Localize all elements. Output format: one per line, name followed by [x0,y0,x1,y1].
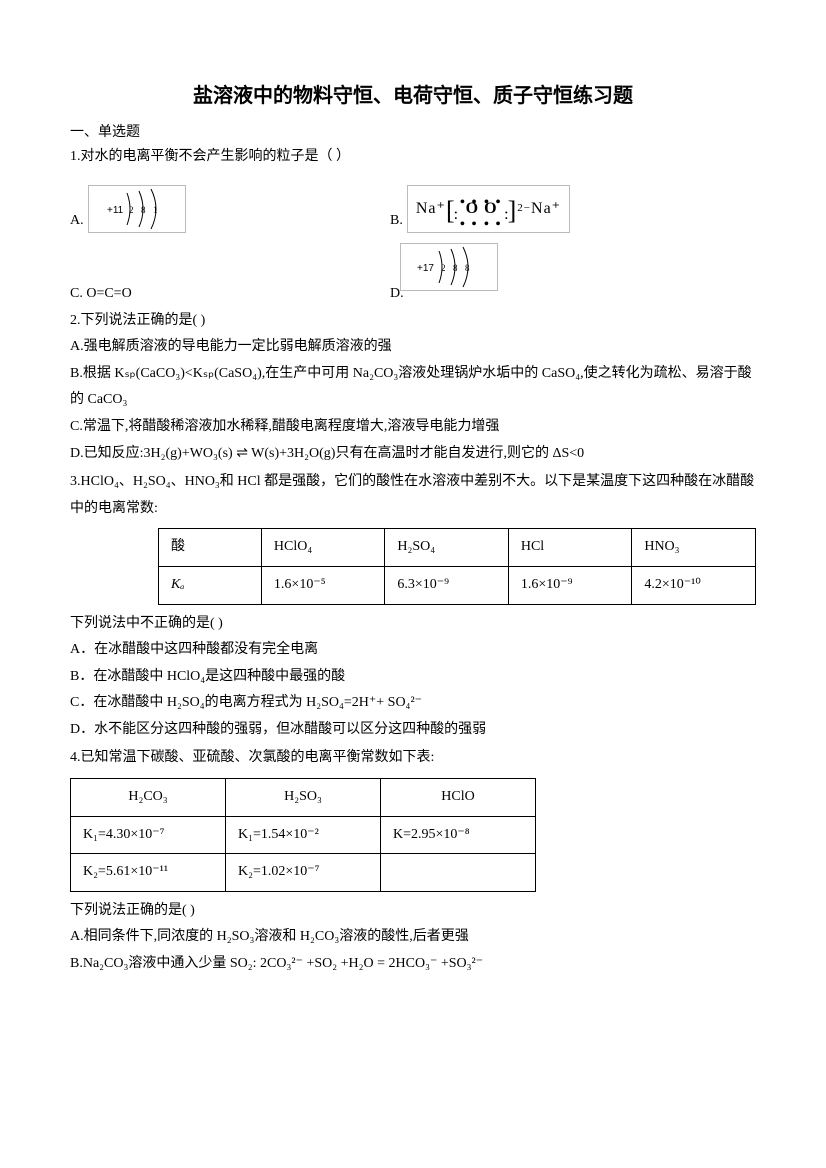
q4-optB: B.Na₂CO₃溶液中通入少量 SO₂: 2CO₃²⁻ +SO₂ +H₂O = … [70,951,756,978]
q3-stem: 3.HClO₄、H₂SO₄、HNO₃和 HCl 都是强酸，它们的酸性在水溶液中差… [70,469,756,522]
q4-th-h2so3: H₂SO₃ [226,779,381,817]
q2-stem: 2.下列说法正确的是( ) [70,308,756,335]
q3-ka-label: Kₐ [171,577,184,592]
atom-diagram-17: +17 2 8 8 [400,243,498,291]
section-header: 一、单选题 [70,122,756,144]
q4-th-hclo: HClO [381,779,536,817]
q4-table: H₂CO₃ H₂SO₃ HClO K₁=4.30×10⁻⁷ K₁=1.54×10… [70,778,536,892]
q3-sub: 下列说法中不正确的是( ) [70,611,756,638]
q4-stem: 4.已知常温下碳酸、亚硫酸、次氯酸的电离平衡常数如下表: [70,745,756,772]
q4-sub: 下列说法正确的是( ) [70,898,756,925]
q4-r1c1: K₁=4.30×10⁻⁷ [71,816,226,854]
question-2: 2.下列说法正确的是( ) A.强电解质溶液的导电能力一定比弱电解质溶液的强 B… [70,308,756,468]
q3-ka-1: 1.6×10⁻⁵ [261,566,384,604]
q3-ka-4: 4.2×10⁻¹⁰ [632,566,756,604]
q4-r2c3 [381,854,536,892]
q4-r1c2: K₁=1.54×10⁻² [226,816,381,854]
table-row: K₂=5.61×10⁻¹¹ K₂=1.02×10⁻⁷ [71,854,536,892]
q3-th-hcl: HCl [508,529,631,567]
q4-r1c3: K=2.95×10⁻⁸ [381,816,536,854]
atom-diagram-11: +11 2 8 1 [88,185,186,233]
svg-text:2: 2 [441,263,446,273]
svg-text:8: 8 [141,205,146,215]
q1-optC-text: C. O=C=O [70,283,132,305]
q3-th-hno3: HNO₃ [632,529,756,567]
q2-optA: A.强电解质溶液的导电能力一定比弱电解质溶液的强 [70,334,756,361]
svg-text:+11: +11 [107,205,124,216]
q3-ka-2: 6.3×10⁻⁹ [385,566,508,604]
q2-optC: C.常温下,将醋酸稀溶液加水稀释,醋酸电离程度增大,溶液导电能力增强 [70,414,756,441]
q2-optB: B.根据 Kₛₚ(CaCO₃)<Kₛₚ(CaSO₄),在生产中可用 Na₂CO₃… [70,361,756,414]
page: 盐溶液中的物料守恒、电荷守恒、质子守恒练习题 一、单选题 1.对水的电离平衡不会… [0,0,826,1168]
question-4: 4.已知常温下碳酸、亚硫酸、次氯酸的电离平衡常数如下表: H₂CO₃ H₂SO₃… [70,745,756,977]
svg-text:8: 8 [453,263,458,273]
q1-stem: 1.对水的电离平衡不会产生影响的粒子是（ ） [70,146,756,168]
q4-optA: A.相同条件下,同浓度的 H₂SO₃溶液和 H₂CO₃溶液的酸性,后者更强 [70,924,756,951]
table-row: K₁=4.30×10⁻⁷ K₁=1.54×10⁻² K=2.95×10⁻⁸ [71,816,536,854]
q3-optA: A．在冰醋酸中这四种酸都没有完全电离 [70,637,756,664]
q4-r2c2: K₂=1.02×10⁻⁷ [226,854,381,892]
peroxide-na-left: Na⁺ [416,196,446,222]
q1-optA-label: A. [70,210,84,232]
q1-option-d: D. [390,283,404,305]
table-row: H₂CO₃ H₂SO₃ HClO [71,779,536,817]
peroxide-na-right: Na⁺ [531,196,561,222]
q1-option-c: C. O=C=O [70,283,390,305]
question-3: 3.HClO₄、H₂SO₄、HNO₃和 HCl 都是强酸，它们的酸性在水溶液中差… [70,469,756,743]
q2-optD: D.已知反应:3H₂(g)+WO₃(s) ⇌ W(s)+3H₂O(g)只有在高温… [70,441,756,468]
doc-title: 盐溶液中的物料守恒、电荷守恒、质子守恒练习题 [70,80,756,112]
q1-optB-label: B. [390,210,403,232]
q3-optC: C．在冰醋酸中 H₂SO₄的电离方程式为 H₂SO₄=2H⁺+ SO₄²⁻ [70,690,756,717]
svg-text:8: 8 [465,263,470,273]
q1-option-a: A. +11 2 8 1 [70,185,390,233]
svg-text:2: 2 [129,205,134,215]
peroxide-charge: 2− [517,200,531,218]
q4-r2c1: K₂=5.61×10⁻¹¹ [71,854,226,892]
q4-th-h2co3: H₂CO₃ [71,779,226,817]
svg-text:+17: +17 [417,263,434,274]
table-row: 酸 HClO₄ H₂SO₄ HCl HNO₃ [159,529,756,567]
q3-optB: B．在冰醋酸中 HClO₄是这四种酸中最强的酸 [70,664,756,691]
svg-text:1: 1 [153,205,158,215]
q3-th-acid: 酸 [159,529,262,567]
q3-th-h2so4: H₂SO₄ [385,529,508,567]
q3-th-hclo4: HClO₄ [261,529,384,567]
q3-ka-3: 1.6×10⁻⁹ [508,566,631,604]
q3-optD: D．水不能区分这四种酸的强弱，但冰醋酸可以区分这四种酸的强弱 [70,717,756,744]
table-row: Kₐ 1.6×10⁻⁵ 6.3×10⁻⁹ 1.6×10⁻⁹ 4.2×10⁻¹⁰ [159,566,756,604]
q3-table: 酸 HClO₄ H₂SO₄ HCl HNO₃ Kₐ 1.6×10⁻⁵ 6.3×1… [158,528,756,604]
peroxide-diagram: Na⁺ [ • • • • : O O : • • • • ] 2− Na⁺ [407,185,570,233]
question-1: 1.对水的电离平衡不会产生影响的粒子是（ ） A. +11 2 8 1 [70,146,756,305]
q1-option-b: B. Na⁺ [ • • • • : O O : • • • • ] 2− [390,185,570,233]
q1-optD-label: D. [390,283,404,305]
